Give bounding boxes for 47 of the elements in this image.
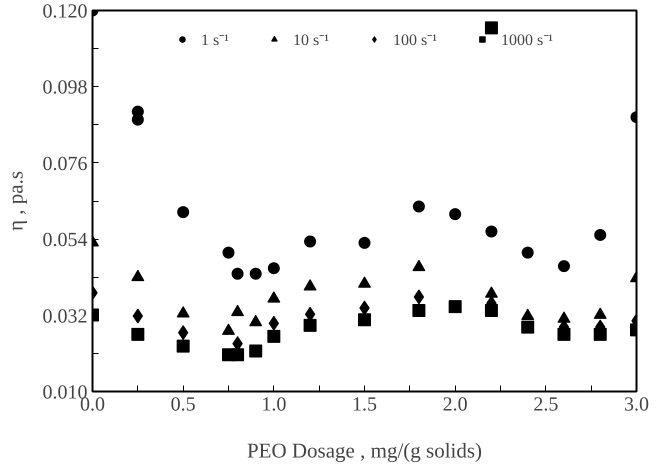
point (594, 228, 606, 241)
y-tick-label: 0.076 (42, 152, 88, 175)
point (268, 262, 280, 274)
point (448, 300, 462, 314)
point (176, 340, 190, 353)
point (558, 260, 570, 272)
legend-label: 10 s⁻¹ (292, 31, 329, 50)
point (231, 348, 244, 362)
legend-label: 1 s⁻¹ (200, 31, 229, 50)
point (414, 289, 424, 304)
point (222, 246, 234, 259)
x-tick-label: 2.5 (533, 394, 558, 416)
x-tick-label: 1.0 (261, 394, 286, 416)
y-tick-label: 0.032 (42, 305, 88, 328)
point (304, 279, 317, 291)
point (522, 246, 534, 259)
point (358, 236, 370, 249)
x-tick-label: 0.5 (170, 394, 196, 416)
legend-label: 1000 s⁻¹ (501, 31, 554, 50)
point (267, 330, 280, 343)
point (131, 328, 144, 341)
point (484, 304, 498, 317)
y-axis-title: η , pa.s (4, 171, 28, 231)
point (177, 206, 190, 218)
point (358, 313, 371, 326)
point (232, 268, 244, 280)
point (557, 328, 570, 341)
point (594, 328, 607, 341)
point (304, 318, 317, 332)
point (249, 344, 262, 358)
x-tick-label: 3.0 (624, 394, 649, 416)
x-axis-title: PEO Dosage , mg/(g solids) (246, 438, 482, 462)
x-tick-label: 2.0 (442, 394, 468, 416)
x-tick-label: 1.5 (352, 394, 377, 416)
legend-label: 100 s⁻¹ (393, 31, 438, 50)
point (412, 200, 425, 213)
y-tick-label: 0.054 (42, 229, 88, 252)
point (412, 304, 426, 317)
point (304, 236, 316, 248)
point (449, 208, 462, 220)
point (176, 306, 190, 318)
point (250, 268, 262, 280)
point (485, 225, 498, 238)
y-tick-label: 0.098 (42, 76, 88, 99)
y-tick-label: 0.120 (42, 0, 88, 22)
point (521, 320, 534, 334)
point (484, 21, 498, 34)
